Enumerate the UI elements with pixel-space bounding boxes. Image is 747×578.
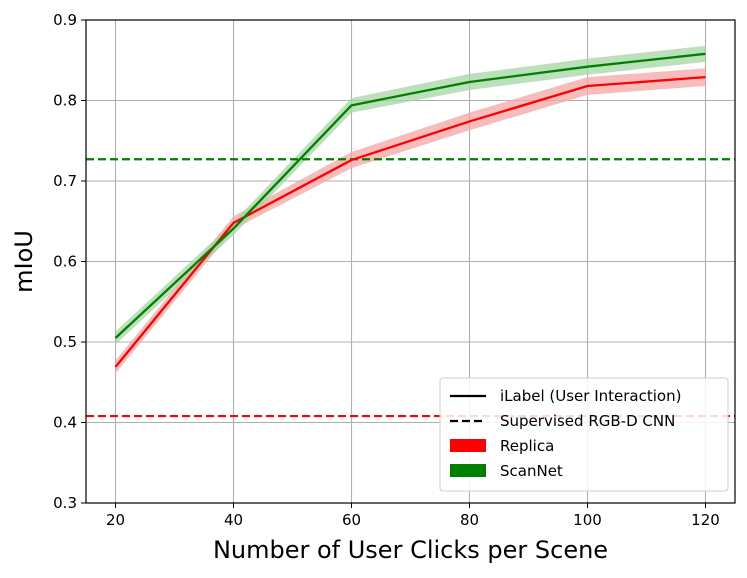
y-tick-label: 0.8 xyxy=(53,92,77,110)
x-tick-label: 20 xyxy=(106,511,125,529)
series-line-replica xyxy=(114,76,706,368)
confidence-bands xyxy=(115,45,706,374)
band-replica xyxy=(115,68,706,374)
legend-swatch-scannet xyxy=(450,464,486,477)
x-tick-label: 40 xyxy=(224,511,243,529)
x-tick-label: 80 xyxy=(460,511,479,529)
y-tick-label: 0.5 xyxy=(53,333,77,351)
x-tick-label: 100 xyxy=(573,511,602,529)
legend-label: Supervised RGB-D CNN xyxy=(500,412,675,430)
legend-label: Replica xyxy=(500,437,554,455)
y-tick-label: 0.7 xyxy=(53,172,77,190)
y-axis-label: mIoU xyxy=(10,230,38,293)
series-line-scannet xyxy=(114,52,706,339)
y-tick-label: 0.4 xyxy=(53,414,77,432)
legend-box xyxy=(439,377,729,492)
y-axis-ticks: 0.3 0.4 0.5 0.6 0.7 0.8 0.9 xyxy=(53,11,86,512)
legend-label: iLabel (User Interaction) xyxy=(500,387,681,405)
y-tick-label: 0.3 xyxy=(53,494,77,512)
legend-swatch-replica xyxy=(450,439,486,452)
x-tick-label: 120 xyxy=(691,511,720,529)
x-axis-ticks: 20 40 60 80 100 120 xyxy=(106,503,720,529)
legend: iLabel (User Interaction) Supervised RGB-… xyxy=(439,377,729,492)
x-tick-label: 60 xyxy=(342,511,361,529)
y-tick-label: 0.9 xyxy=(53,11,77,29)
legend-label: ScanNet xyxy=(500,462,563,480)
y-tick-label: 0.6 xyxy=(53,253,77,271)
x-axis-label: Number of User Clicks per Scene xyxy=(213,536,608,564)
series-lines xyxy=(114,52,706,368)
